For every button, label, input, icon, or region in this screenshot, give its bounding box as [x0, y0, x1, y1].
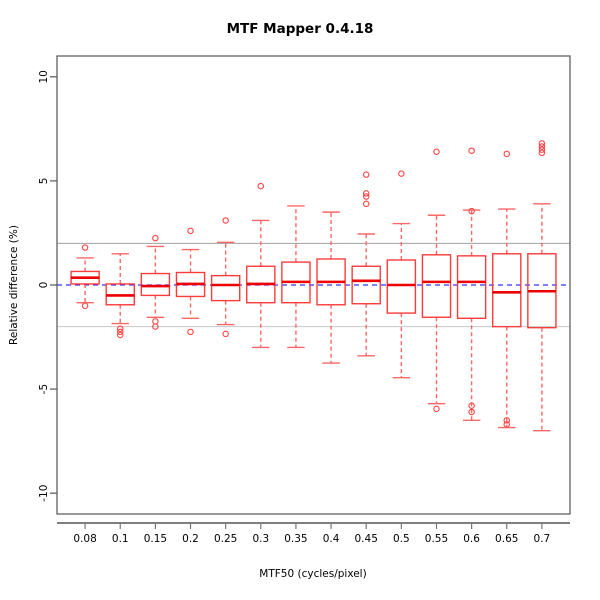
- x-tick-label: 0.15: [144, 533, 167, 545]
- outlier-point: [222, 217, 229, 224]
- box: [210, 274, 241, 302]
- outlier-point: [116, 328, 124, 336]
- outlier-point: [81, 302, 89, 310]
- outlier-point: [433, 148, 440, 156]
- outlier-point: [362, 190, 370, 197]
- x-tick-label: 0.6: [463, 533, 480, 545]
- boxplot-group: [527, 140, 557, 432]
- outlier-point: [398, 170, 405, 177]
- x-tick-label: 0.1: [112, 533, 129, 545]
- outlier-point: [187, 328, 194, 336]
- y-tick-label: 5: [38, 178, 50, 185]
- x-axis: 0.08 0.1 0.15 0.2 0.25 0.3 0.35 0.4 0.45 0.5 0.55 0…: [57, 522, 570, 545]
- boxplot-group: [386, 170, 417, 379]
- x-tick-label: 0.35: [284, 533, 307, 545]
- box: [351, 265, 381, 305]
- boxplot-group: [246, 182, 276, 349]
- y-tick-label: -10: [38, 485, 50, 502]
- outlier-point: [538, 146, 546, 153]
- outlier-point: [152, 234, 159, 242]
- x-tick-label: 0.55: [425, 533, 448, 545]
- x-tick-label: 0.65: [495, 533, 518, 545]
- outlier-point: [468, 147, 475, 154]
- boxplot-group: [281, 205, 311, 349]
- outlier-point: [503, 417, 511, 424]
- outlier-point: [362, 200, 370, 208]
- outlier-point: [362, 171, 370, 178]
- outlier-point: [257, 182, 265, 190]
- x-axis-title: MTF50 (cycles/pixel): [259, 568, 366, 580]
- boxplot-group: [316, 211, 346, 364]
- box: [456, 255, 487, 320]
- boxplot-group: [105, 253, 136, 339]
- boxplot-group: [421, 148, 452, 413]
- chart-title: MTF Mapper 0.4.18: [227, 21, 374, 37]
- outlier-point: [187, 227, 194, 235]
- outlier-point: [538, 140, 546, 147]
- x-tick-label: 0.45: [355, 533, 378, 545]
- outlier-point: [503, 150, 511, 158]
- y-axis: 10 5 0 -5 -10: [38, 70, 57, 502]
- outlier-point: [468, 402, 475, 409]
- x-tick-label: 0.08: [73, 533, 96, 545]
- outlier-point: [468, 408, 475, 416]
- x-tick-label: 0.25: [214, 533, 237, 545]
- outlier-point: [468, 207, 475, 215]
- x-tick-label: 0.4: [323, 533, 340, 545]
- outlier-point: [538, 149, 546, 157]
- boxplot-series: [70, 140, 557, 432]
- boxplot-group: [491, 150, 522, 429]
- outlier-point: [116, 325, 124, 332]
- x-tick-label: 0.5: [393, 533, 410, 545]
- outlier-point: [222, 330, 229, 338]
- y-tick-label: 0: [38, 282, 50, 289]
- x-tick-label: 0.7: [534, 533, 551, 545]
- outlier-point: [152, 323, 159, 330]
- box: [491, 253, 522, 328]
- boxplot-group: [70, 244, 100, 310]
- outlier-point: [503, 421, 511, 428]
- y-tick-label: 10: [38, 70, 50, 83]
- outlier-point: [538, 143, 546, 150]
- outlier-point: [362, 193, 370, 200]
- y-axis-title: Relative difference (%): [8, 225, 20, 345]
- box: [386, 259, 417, 314]
- outlier-point: [81, 244, 89, 251]
- box: [140, 272, 171, 297]
- y-tick-label: -5: [38, 384, 50, 394]
- outlier-point: [433, 405, 440, 413]
- outlier-point: [116, 331, 124, 339]
- boxplot-group: [351, 171, 381, 357]
- box: [421, 254, 452, 318]
- x-tick-label: 0.3: [252, 533, 269, 545]
- boxplot-group: [210, 217, 241, 338]
- boxplot-group: [456, 147, 487, 422]
- x-tick-label: 0.2: [182, 533, 199, 545]
- boxplot-group: [140, 234, 171, 330]
- boxplot-group: [175, 227, 206, 336]
